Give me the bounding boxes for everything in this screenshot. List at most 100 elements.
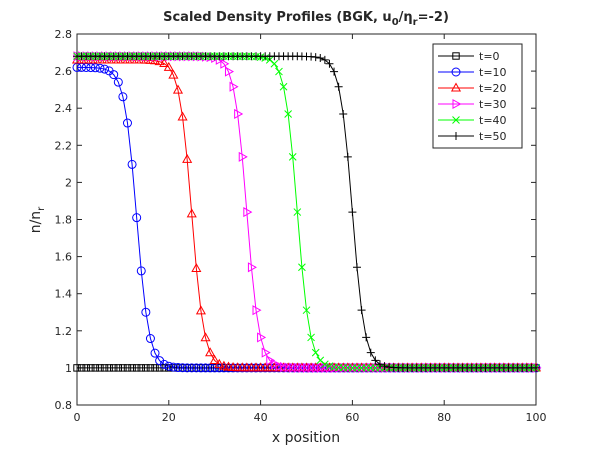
data-point [289, 362, 299, 373]
data-point [375, 360, 384, 369]
data-point [132, 364, 141, 372]
data-point [128, 364, 136, 372]
data-point [303, 362, 313, 373]
data-point [141, 307, 151, 317]
data-point [532, 363, 540, 372]
data-point [183, 364, 191, 372]
data-point [293, 362, 303, 373]
data-point [206, 364, 214, 372]
legend-label: t=40 [479, 114, 507, 127]
data-point [307, 362, 317, 373]
legend: t=0 t=10 t=20 t=30 t=40 t=50 [432, 43, 523, 149]
data-point [122, 118, 132, 128]
y-tick-label: 1.6 [55, 251, 73, 264]
data-point [234, 108, 244, 120]
y-tick-label: 2 [65, 176, 72, 189]
data-point [298, 263, 306, 272]
data-point [367, 362, 377, 373]
data-point [132, 213, 142, 223]
data-point [252, 305, 262, 316]
axis-ticks [76, 33, 537, 406]
data-point [201, 363, 211, 373]
legend-marker [451, 67, 461, 77]
data-point [302, 306, 311, 315]
data-point [159, 58, 170, 68]
data-point [86, 63, 96, 73]
data-point [321, 360, 329, 369]
data-point [284, 110, 292, 118]
data-point [82, 364, 90, 372]
data-point [243, 207, 253, 218]
legend-marker [452, 98, 462, 110]
data-point [159, 359, 169, 369]
data-point [320, 55, 329, 64]
data-point [344, 362, 354, 373]
data-point [312, 362, 322, 373]
data-point [325, 59, 334, 68]
data-point [348, 208, 357, 217]
x-axis-label: x position [272, 430, 340, 446]
x-tick-label: 0 [74, 411, 81, 424]
data-point [325, 362, 334, 371]
data-point [154, 56, 165, 66]
y-tick-label: 1.2 [55, 325, 73, 338]
data-point [146, 364, 155, 372]
y-tick-label: 1 [65, 362, 72, 375]
data-point [339, 362, 349, 373]
data-point [371, 356, 380, 365]
data-point [211, 364, 219, 372]
data-point [343, 152, 352, 161]
data-point [366, 348, 375, 357]
data-point [105, 364, 113, 372]
data-point [307, 333, 315, 342]
data-point [177, 111, 188, 121]
data-point [257, 332, 267, 343]
data-point [371, 362, 381, 373]
data-point [178, 363, 188, 373]
data-point [215, 364, 223, 372]
data-point [182, 153, 193, 163]
data-point [357, 306, 366, 315]
y-tick-label: 1.8 [55, 214, 73, 227]
data-point [298, 362, 308, 373]
data-point [270, 359, 280, 370]
data-point [261, 347, 271, 358]
data-point [137, 364, 145, 372]
legend-label: t=10 [479, 66, 507, 79]
data-point [197, 364, 205, 372]
data-point [270, 59, 279, 68]
data-point [90, 63, 100, 73]
data-point [145, 334, 155, 344]
data-point [311, 53, 320, 62]
data-point [173, 363, 183, 373]
data-point [201, 364, 210, 372]
data-point [96, 364, 104, 372]
data-point [214, 358, 225, 368]
data-point [275, 67, 283, 76]
y-tick-label: 2.4 [55, 102, 73, 115]
data-point [311, 348, 320, 357]
data-point [220, 58, 230, 69]
data-point [182, 363, 192, 373]
data-point [91, 364, 100, 372]
data-point [362, 362, 372, 373]
x-tick-label: 20 [162, 411, 176, 424]
legend-label: t=20 [479, 82, 507, 95]
data-point [150, 348, 160, 358]
y-tick-label: 1.4 [55, 288, 73, 301]
x-tick-label: 40 [254, 411, 268, 424]
data-point [195, 305, 206, 315]
data-point [100, 364, 109, 372]
legend-label: t=30 [479, 98, 507, 111]
x-tick-label: 100 [526, 411, 547, 424]
data-point [224, 66, 234, 77]
data-point [362, 333, 371, 342]
data-point [123, 364, 132, 372]
data-point [172, 84, 184, 94]
data-point [352, 263, 361, 272]
data-point [114, 364, 123, 372]
data-point [247, 262, 257, 273]
data-point [229, 81, 239, 92]
legend-box [432, 43, 523, 149]
data-point [223, 363, 233, 373]
